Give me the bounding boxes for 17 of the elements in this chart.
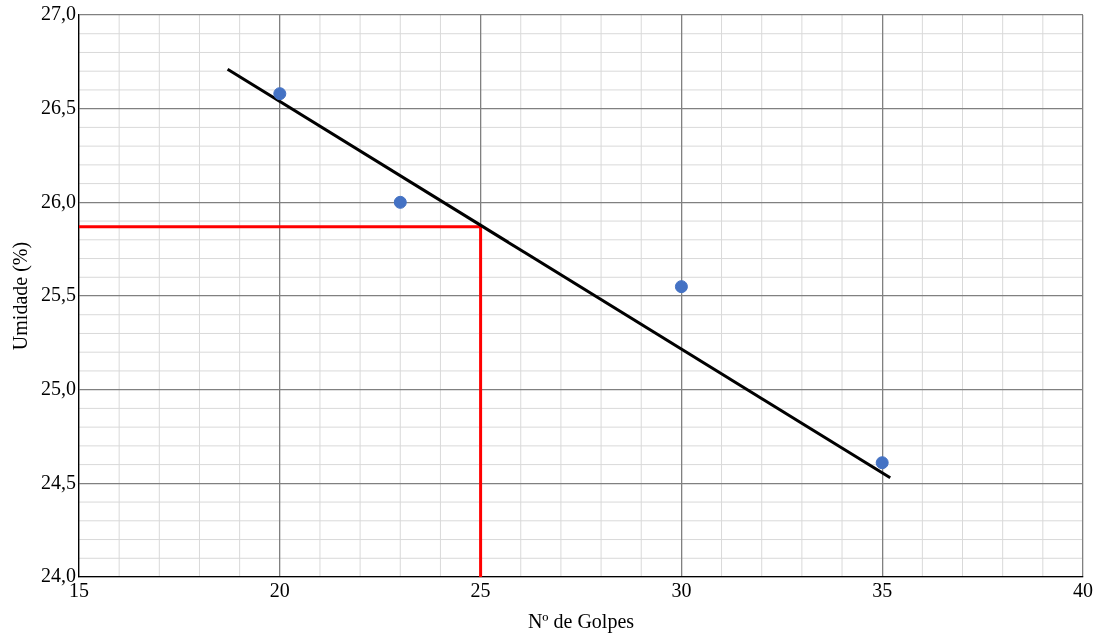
y-tick-label: 26,0: [41, 189, 76, 212]
x-tick-label: 35: [872, 579, 893, 602]
y-tick-label: 26,5: [41, 95, 76, 118]
point: [674, 280, 688, 294]
point: [393, 195, 407, 209]
y-tick-label: 25,5: [41, 283, 76, 306]
point: [875, 456, 889, 470]
y-axis-title: Umidade (%): [9, 241, 33, 351]
x-tick-label: 20: [269, 579, 290, 602]
point: [273, 87, 287, 101]
y-tick-label: 27,0: [41, 2, 76, 25]
x-tick-label: 25: [470, 579, 491, 602]
x-tick-label: 40: [1073, 579, 1093, 602]
x-axis-title: Nº de Golpes: [527, 610, 635, 634]
y-tick-label: 24,5: [41, 470, 76, 493]
x-tick-label: 30: [671, 579, 692, 602]
y-tick-label: 25,0: [41, 376, 76, 399]
